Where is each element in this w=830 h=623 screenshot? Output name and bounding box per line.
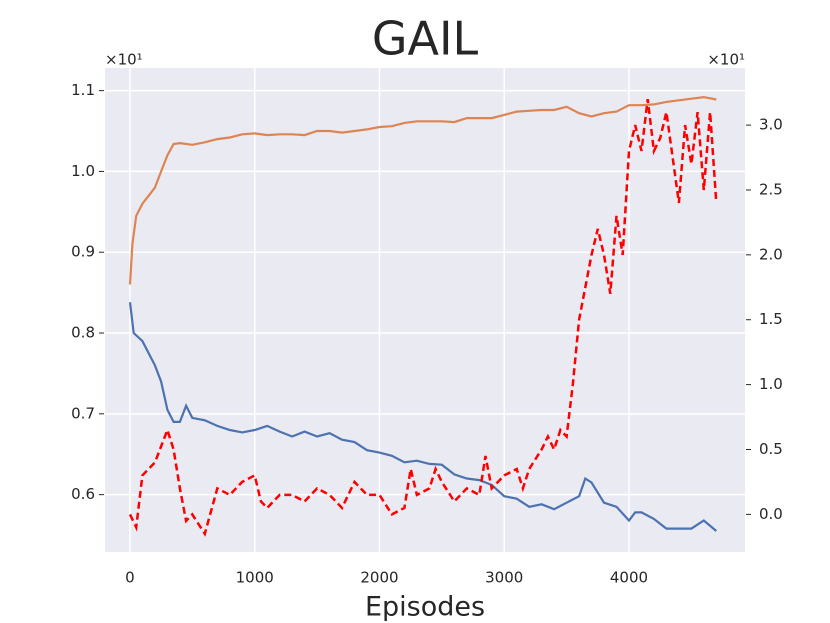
y-offset-label: ×10¹	[105, 51, 143, 69]
x-tick-label: 1000	[236, 569, 274, 587]
y-tick-label: 0.8	[71, 324, 95, 342]
chart-title: GAIL	[372, 12, 479, 66]
y-tick-label: 0.9	[71, 243, 95, 261]
y-tick-label: 0.6	[71, 485, 95, 503]
line	[128, 302, 718, 532]
x-tick-label: 4000	[610, 569, 648, 587]
y2-tick-label: 0.0	[759, 505, 783, 523]
y2-offset-label: ×10¹	[707, 51, 745, 69]
y-tick-label: 1.0	[71, 162, 95, 180]
x-tick-label: 0	[125, 569, 135, 587]
x-axis-label: Episodes	[365, 592, 485, 623]
y-tick-label: 1.1	[71, 81, 95, 99]
y2-tick-label: 2.5	[759, 180, 783, 198]
y2-tick-label: 1.0	[759, 375, 783, 393]
x-tick-label: 3000	[485, 569, 523, 587]
y2-tick-label: 2.0	[759, 245, 783, 263]
y2-tick-label: 1.5	[759, 310, 783, 328]
y2-tick-label: 0.5	[759, 440, 783, 458]
x-tick-label: 2000	[360, 569, 398, 587]
y2-tick-label: 3.0	[759, 116, 783, 134]
y-tick-label: 0.7	[71, 404, 95, 422]
line	[128, 98, 718, 537]
plot-area	[105, 68, 745, 552]
line	[128, 95, 717, 285]
